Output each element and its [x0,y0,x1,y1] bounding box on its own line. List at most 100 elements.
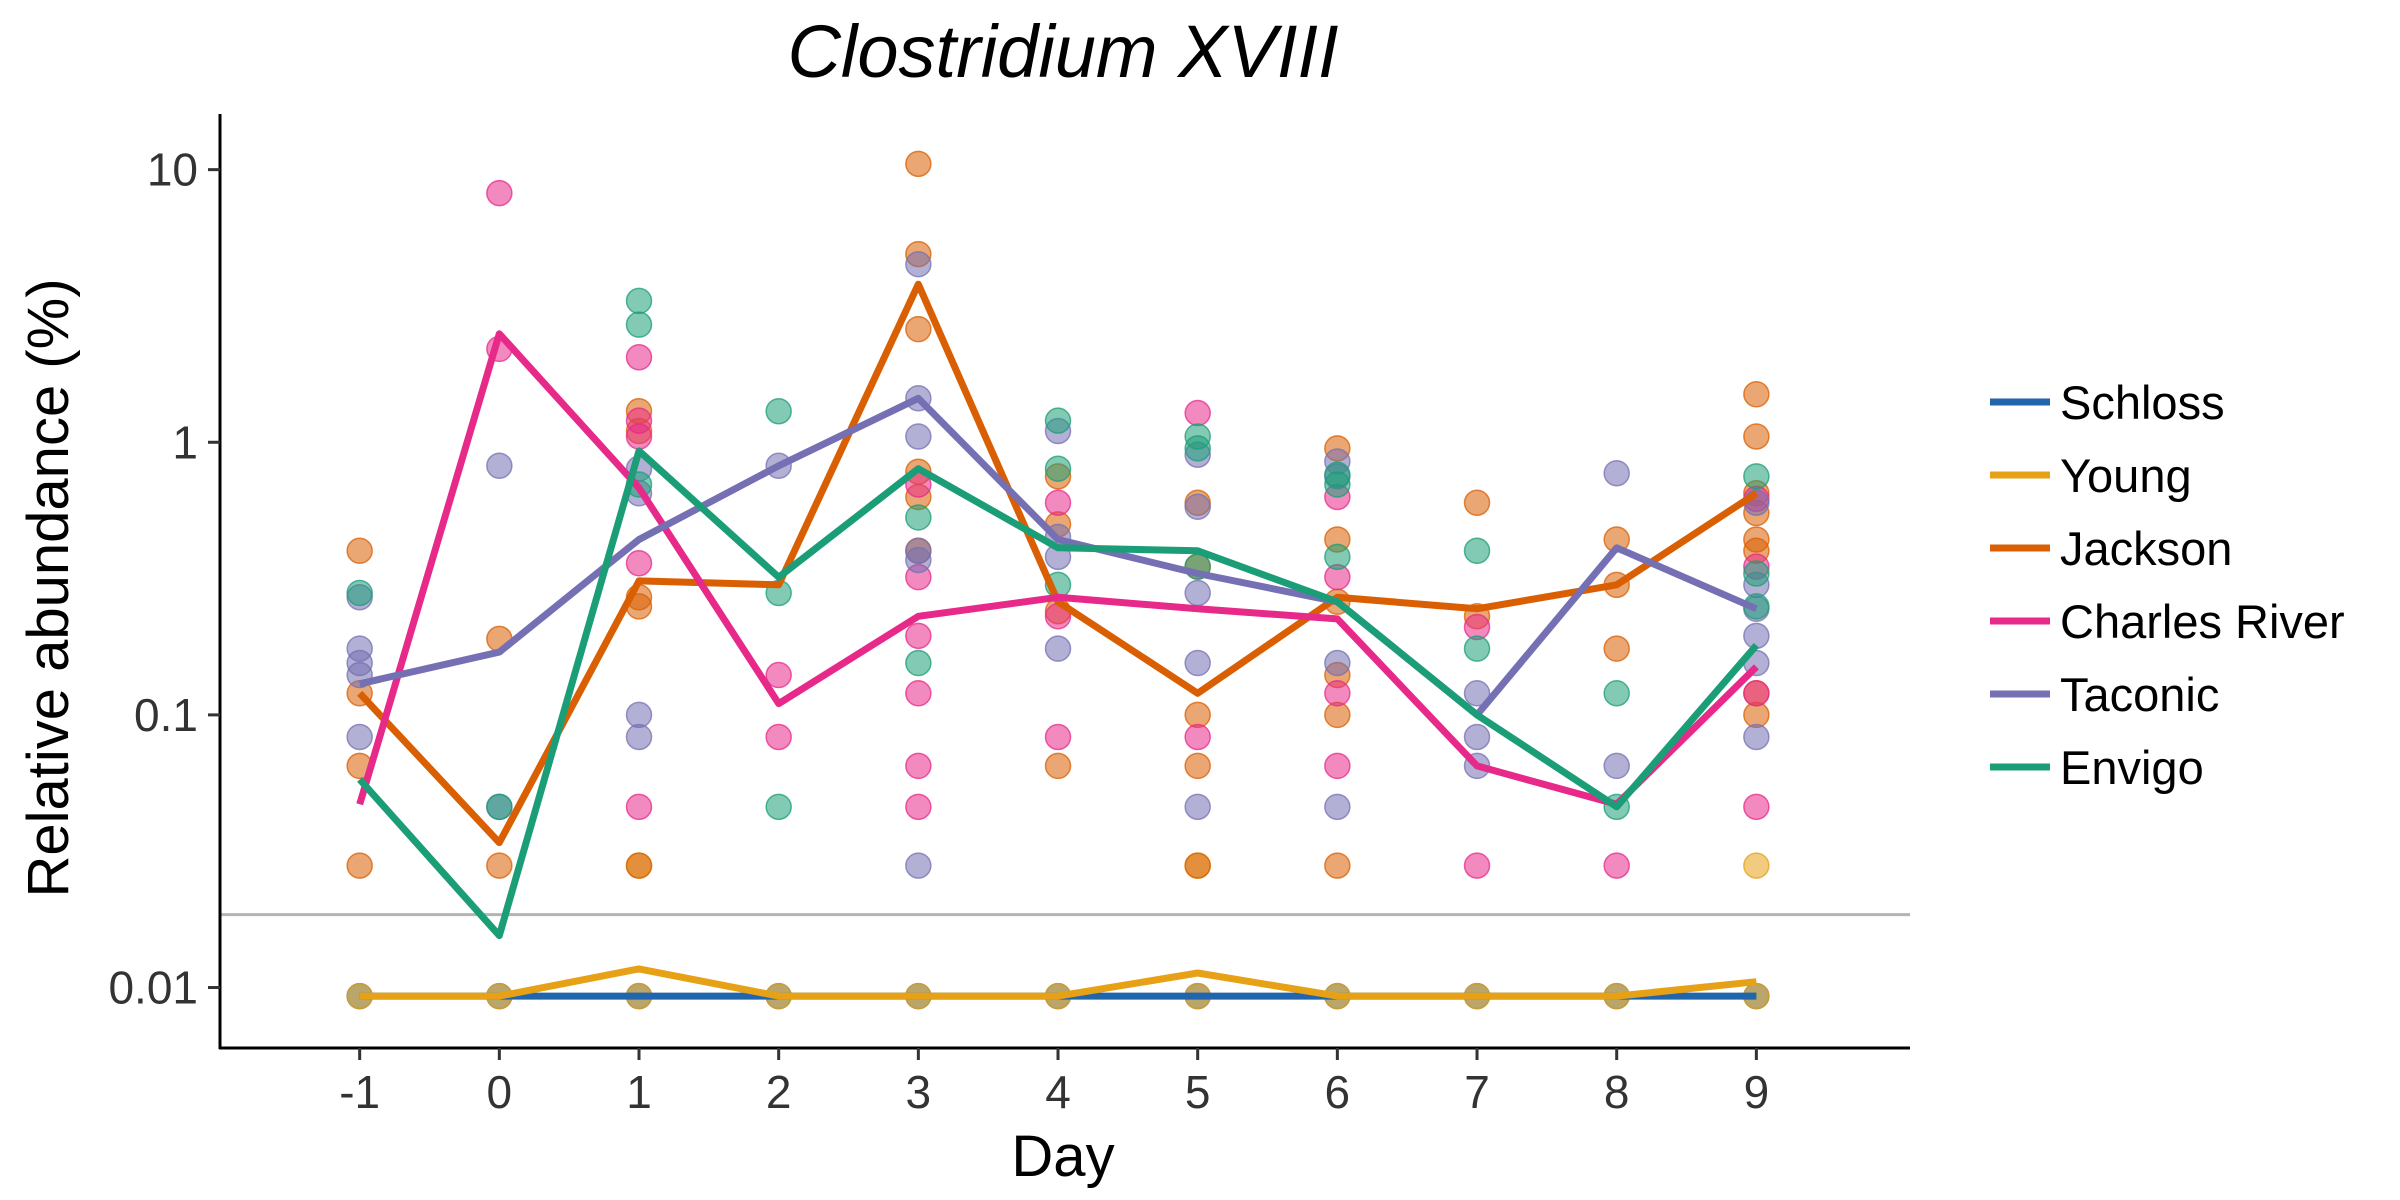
series-line [357,447,1760,940]
legend-label: Envigo [2060,741,2204,794]
data-point [905,315,932,343]
data-point [625,701,653,729]
x-tick-label: 3 [906,1066,932,1118]
data-point [765,723,792,751]
data-point [905,423,932,450]
data-point [1324,680,1351,707]
data-point [1743,852,1770,879]
data-point [905,649,932,677]
data-point [1743,423,1770,450]
data-point [1743,793,1770,821]
legend: Schloss Young Jackson Charles River Taconic E… [1990,376,2345,794]
data-point [1044,489,1072,517]
data-point [905,752,932,780]
x-tick-label: -1 [339,1066,380,1118]
data-point [765,661,792,689]
data-point [765,793,792,821]
data-point [905,793,932,821]
data-point [1184,399,1211,427]
x-axis-label: Day [1011,1124,1114,1189]
data-point [1603,635,1630,662]
data-point [1184,752,1211,780]
data-point [486,852,513,879]
series-line [359,965,1757,1000]
data-point [625,549,653,577]
data-point [1743,723,1770,751]
y-tick-label: 0.01 [108,962,198,1014]
data-point [1184,793,1211,821]
data-point [625,287,653,315]
legend-item: Young [1990,449,2192,502]
data-point [1324,471,1351,498]
data-point [1044,752,1072,780]
data-point [346,852,373,879]
legend-item: Schloss [1990,376,2225,429]
data-point [1184,723,1211,751]
data-point [1603,752,1630,780]
chart-title: Clostridium XVIII [787,10,1338,93]
data-point [1324,852,1351,879]
data-point [905,504,932,531]
data-point [1324,543,1351,571]
data-point [625,344,653,371]
data-point [486,452,513,480]
data-point [1184,493,1211,521]
x-tick-label: 1 [626,1066,652,1118]
data-point [905,622,932,650]
data-point [625,311,653,338]
x-tick-label: 0 [487,1066,513,1118]
data-point [486,179,513,207]
data-point [905,852,932,879]
y-tick-label: 10 [147,144,198,196]
data-point [1324,649,1351,677]
y-axis-label: Relative abundance (%) [16,278,81,897]
legend-label: Jackson [2060,522,2232,575]
series-line [356,330,1759,808]
data-point [625,723,653,751]
data-point [905,150,932,178]
x-tick-label: 6 [1325,1066,1351,1118]
data-point [346,723,373,751]
legend-item: Envigo [1990,741,2204,794]
data-point [1044,407,1072,434]
y-axis-ticks: 0.01 0.1 1 10 [108,144,220,1014]
x-tick-label: 5 [1185,1066,1211,1118]
data-point [486,793,513,821]
x-axis-ticks: -1 0 1 2 3 4 5 6 7 8 9 [339,1048,1769,1118]
legend-label: Taconic [2060,668,2219,721]
data-point [1184,649,1211,677]
series-line [357,280,1759,847]
series-line [358,394,1758,719]
x-tick-label: 8 [1604,1066,1630,1118]
data-point [1184,852,1211,879]
legend-label: Schloss [2060,376,2225,429]
x-tick-label: 9 [1744,1066,1770,1118]
data-point [1184,579,1211,607]
data-point [1184,701,1211,729]
data-point [625,852,653,879]
legend-item: Jackson [1990,522,2232,575]
legend-item: Taconic [1990,668,2219,721]
legend-item: Charles River [1990,595,2345,648]
data-point [1743,381,1770,408]
data-point [1184,435,1211,462]
data-point [625,793,653,821]
data-points [346,150,1770,1010]
data-point [765,397,792,425]
data-point [1463,489,1491,517]
series-lines [356,280,1760,1000]
data-point [346,579,373,607]
data-point [1603,852,1630,879]
data-point [1044,723,1072,751]
y-tick-label: 0.1 [134,689,198,741]
y-tick-label: 1 [172,416,198,468]
data-point [625,423,653,450]
data-point [1044,635,1072,662]
data-point [1324,752,1351,780]
data-point [1324,793,1351,821]
data-point [905,546,932,574]
data-point [1603,680,1630,707]
data-point [1463,680,1491,707]
data-point [1743,622,1770,650]
